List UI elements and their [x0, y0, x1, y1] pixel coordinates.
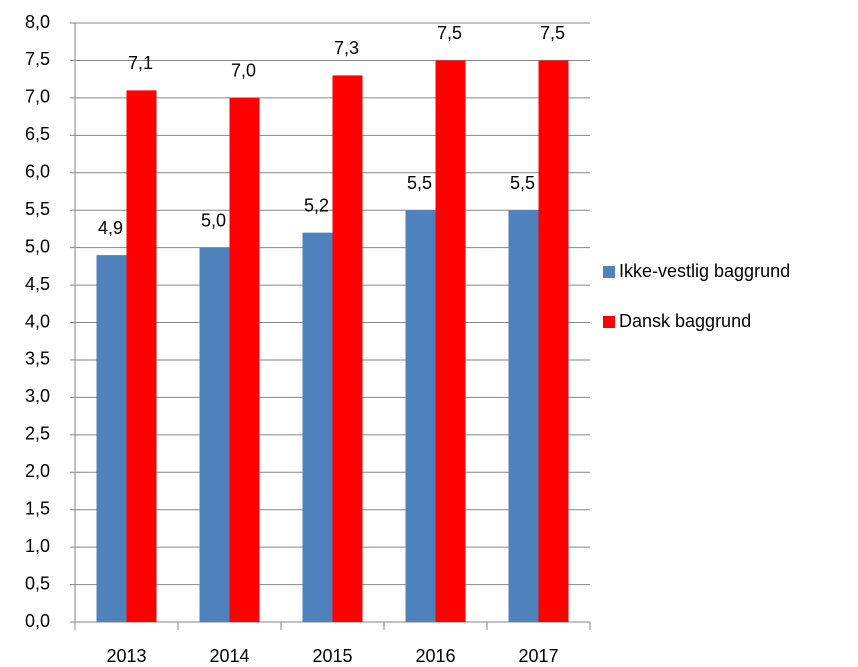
bar [435, 60, 466, 622]
y-tick-label: 1,0 [25, 536, 50, 556]
value-label: 4,9 [98, 218, 123, 238]
y-tick-label: 3,5 [25, 349, 50, 369]
bar [126, 90, 157, 622]
bar [302, 232, 333, 622]
x-tick-label: 2015 [312, 646, 352, 666]
y-tick-label: 5,5 [25, 199, 50, 219]
y-tick-label: 2,5 [25, 424, 50, 444]
bar [96, 255, 127, 623]
bar [199, 247, 230, 622]
value-label: 7,5 [437, 23, 462, 43]
bar [538, 60, 569, 622]
value-label: 7,0 [231, 61, 256, 81]
y-tick-label: 4,0 [25, 311, 50, 331]
bar [508, 210, 539, 622]
value-label: 7,1 [128, 53, 153, 73]
bar [332, 75, 363, 623]
bar [229, 97, 260, 622]
value-label: 5,2 [304, 195, 329, 215]
x-tick-label: 2016 [415, 646, 455, 666]
y-tick-label: 7,5 [25, 49, 50, 69]
legend-swatch [603, 266, 615, 278]
y-tick-label: 3,0 [25, 386, 50, 406]
value-label: 5,5 [407, 173, 432, 193]
legend-label: Dansk baggrund [619, 311, 751, 331]
value-label: 7,5 [540, 23, 565, 43]
value-label: 5,0 [201, 210, 226, 230]
y-tick-label: 0,0 [25, 611, 50, 631]
value-label: 7,3 [334, 38, 359, 58]
y-tick-label: 0,5 [25, 573, 50, 593]
y-tick-label: 4,5 [25, 274, 50, 294]
x-tick-label: 2017 [518, 646, 558, 666]
x-tick-label: 2013 [106, 646, 146, 666]
y-tick-label: 8,0 [25, 12, 50, 32]
legend-label: Ikke-vestlig baggrund [619, 261, 790, 281]
y-tick-label: 6,0 [25, 162, 50, 182]
y-tick-label: 1,5 [25, 498, 50, 518]
legend-swatch [603, 316, 615, 328]
y-tick-label: 5,0 [25, 236, 50, 256]
value-label: 5,5 [510, 173, 535, 193]
x-tick-label: 2014 [209, 646, 249, 666]
y-tick-label: 2,0 [25, 461, 50, 481]
y-tick-label: 7,0 [25, 87, 50, 107]
y-tick-label: 6,5 [25, 124, 50, 144]
bar [405, 210, 436, 622]
